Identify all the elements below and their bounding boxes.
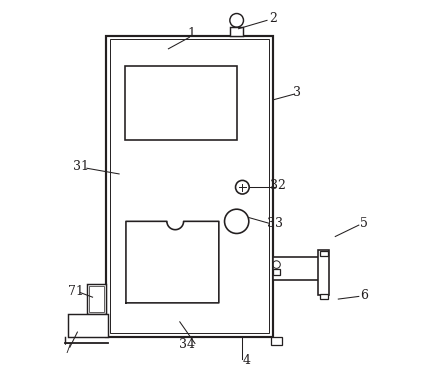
Bar — [320, 251, 328, 256]
Bar — [109, 39, 269, 333]
Bar — [89, 286, 104, 312]
Text: 32: 32 — [270, 179, 286, 192]
Text: 7: 7 — [64, 343, 72, 356]
Text: 6: 6 — [360, 289, 368, 302]
Bar — [87, 284, 106, 314]
Text: 31: 31 — [73, 160, 89, 173]
Bar — [230, 27, 244, 36]
Bar — [273, 269, 280, 275]
Text: 3: 3 — [293, 86, 301, 99]
Text: 5: 5 — [360, 217, 368, 230]
Text: 33: 33 — [267, 217, 283, 230]
Bar — [106, 36, 273, 337]
Polygon shape — [126, 221, 219, 303]
Bar — [318, 250, 329, 295]
Text: 71: 71 — [68, 285, 83, 298]
Text: 2: 2 — [269, 12, 276, 25]
Bar — [68, 314, 108, 337]
Bar — [273, 257, 328, 280]
Bar — [125, 66, 237, 140]
Text: 4: 4 — [242, 354, 250, 367]
Bar — [320, 294, 328, 299]
Bar — [271, 337, 282, 345]
Text: 1: 1 — [187, 27, 195, 40]
Text: 34: 34 — [179, 338, 195, 351]
